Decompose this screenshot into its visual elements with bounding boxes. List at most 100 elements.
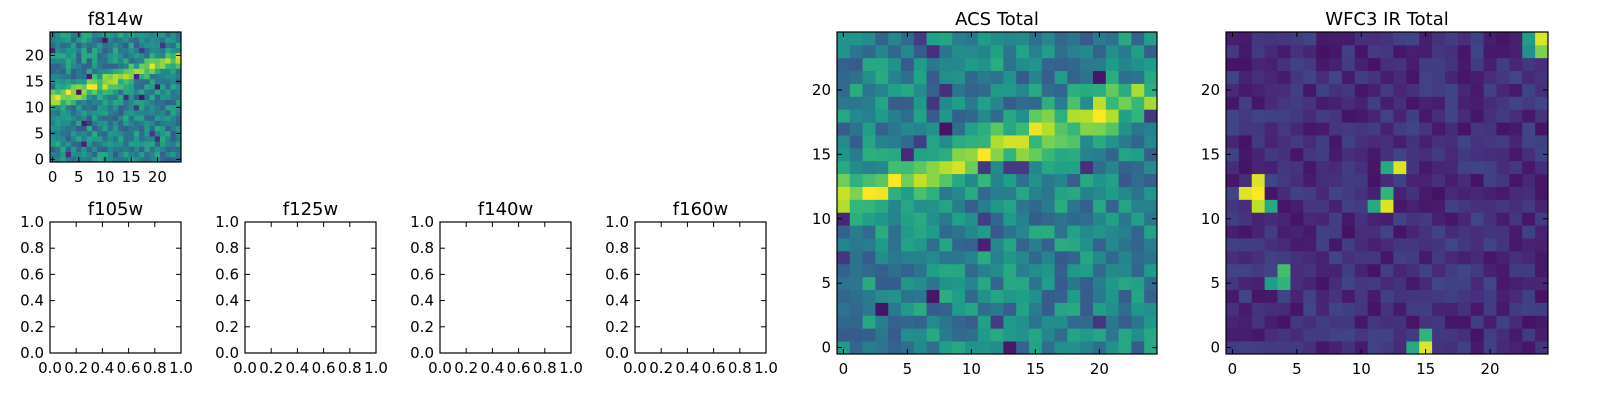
heatmap-cell (1483, 276, 1497, 290)
heatmap-cell (144, 73, 150, 80)
heatmap-cell (160, 120, 166, 126)
heatmap-cell (1393, 199, 1407, 213)
heatmap-cell (1054, 250, 1068, 265)
heatmap-cell (1432, 109, 1446, 123)
heatmap-cell (1131, 250, 1145, 265)
heatmap-cell (1303, 212, 1317, 226)
heatmap-cell (133, 73, 140, 80)
heatmap-cell (862, 315, 876, 329)
heatmap-cell (990, 122, 1004, 136)
axes-frame (244, 221, 377, 354)
heatmap-cell (144, 156, 150, 163)
heatmap-cell (128, 151, 135, 158)
heatmap-cell (862, 212, 876, 226)
heatmap-cell (1144, 276, 1158, 290)
heatmap-cell (70, 141, 77, 147)
heatmap-cell (165, 130, 171, 137)
heatmap-cell (1016, 83, 1030, 97)
heatmap-cell (1432, 199, 1446, 213)
x-tick-label: 0.4 (90, 359, 114, 377)
heatmap-cell (1496, 315, 1510, 329)
heatmap-cell (1483, 238, 1497, 252)
heatmap-cell (1393, 57, 1407, 72)
heatmap-cell (1016, 109, 1030, 123)
heatmap-cell (862, 70, 876, 84)
heatmap-cell (175, 37, 182, 43)
heatmap-cell (849, 341, 863, 355)
heatmap-cell (1470, 122, 1484, 136)
heatmap-cell (1496, 225, 1510, 239)
heatmap-cell (1131, 70, 1145, 84)
heatmap-cell (107, 78, 114, 85)
heatmap-cell (60, 99, 67, 106)
heatmap-cell (939, 302, 953, 316)
heatmap-cell (1067, 57, 1081, 72)
heatmap-cell (1316, 122, 1330, 136)
heatmap-cell (1535, 122, 1549, 136)
heatmap-cell (1316, 315, 1330, 329)
heatmap-cell (1238, 263, 1253, 278)
heatmap-cell (1003, 225, 1017, 239)
heatmap-cell (1144, 160, 1158, 175)
heatmap-cell (170, 146, 177, 152)
heatmap-cell (1444, 147, 1459, 162)
x-tick-label: 0.2 (259, 359, 283, 377)
heatmap-cell (50, 136, 56, 142)
heatmap-cell (175, 89, 182, 95)
heatmap-cell (1496, 96, 1510, 110)
heatmap-cell (1432, 276, 1446, 290)
heatmap-cell (1367, 70, 1381, 84)
heatmap-cell (875, 315, 889, 329)
heatmap-cell (91, 130, 98, 137)
heatmap-cell (888, 250, 902, 265)
heatmap-cell (133, 94, 140, 100)
heatmap-cell (123, 141, 129, 147)
heatmap-cell (1303, 289, 1317, 303)
heatmap-cell (1054, 147, 1068, 162)
heatmap-cell (1093, 225, 1107, 239)
heatmap-cell (123, 37, 129, 43)
heatmap-cell (1251, 276, 1266, 290)
heatmap-cell (170, 151, 177, 158)
heatmap-cell (1522, 250, 1536, 265)
heatmap-cell (1251, 263, 1266, 278)
heatmap-cell (1444, 109, 1459, 123)
heatmap-cell (1277, 70, 1291, 84)
heatmap-cell (1093, 109, 1107, 123)
heatmap-cell (1316, 44, 1330, 59)
heatmap-cell (102, 73, 109, 80)
heatmap-cell (160, 37, 166, 43)
heatmap-cell (1535, 238, 1549, 252)
heatmap-cell (1238, 147, 1253, 162)
heatmap-cell (70, 146, 77, 152)
heatmap-cell (1509, 70, 1523, 84)
heatmap-cell (913, 96, 927, 110)
heatmap-cell (1341, 135, 1356, 149)
heatmap-cell (1367, 276, 1381, 290)
heatmap-cell (901, 199, 915, 213)
heatmap-cell (1367, 160, 1381, 175)
heatmap-cell (149, 125, 156, 132)
heatmap-cell (112, 146, 119, 152)
heatmap-cell (102, 84, 109, 90)
heatmap-cell (952, 263, 966, 278)
heatmap-cell (875, 289, 889, 303)
heatmap-cell (1264, 212, 1278, 226)
heatmap-cell (175, 141, 182, 147)
heatmap-cell (139, 94, 145, 100)
heatmap-cell (1316, 96, 1330, 110)
heatmap-cell (154, 110, 161, 116)
heatmap-cell (170, 115, 177, 121)
heatmap-cell (913, 276, 927, 290)
heatmap-cell (128, 63, 135, 69)
heatmap-cell (888, 263, 902, 278)
heatmap-cell (1080, 238, 1094, 252)
heatmap-cell (1105, 44, 1119, 59)
panel-title: f140w (478, 199, 533, 220)
heatmap-cell (70, 99, 77, 106)
heatmap-cell (144, 110, 150, 116)
heatmap-cell (1003, 57, 1017, 72)
heatmap-cell (102, 151, 109, 158)
heatmap-cell (112, 73, 119, 80)
heatmap-cell (160, 99, 166, 106)
